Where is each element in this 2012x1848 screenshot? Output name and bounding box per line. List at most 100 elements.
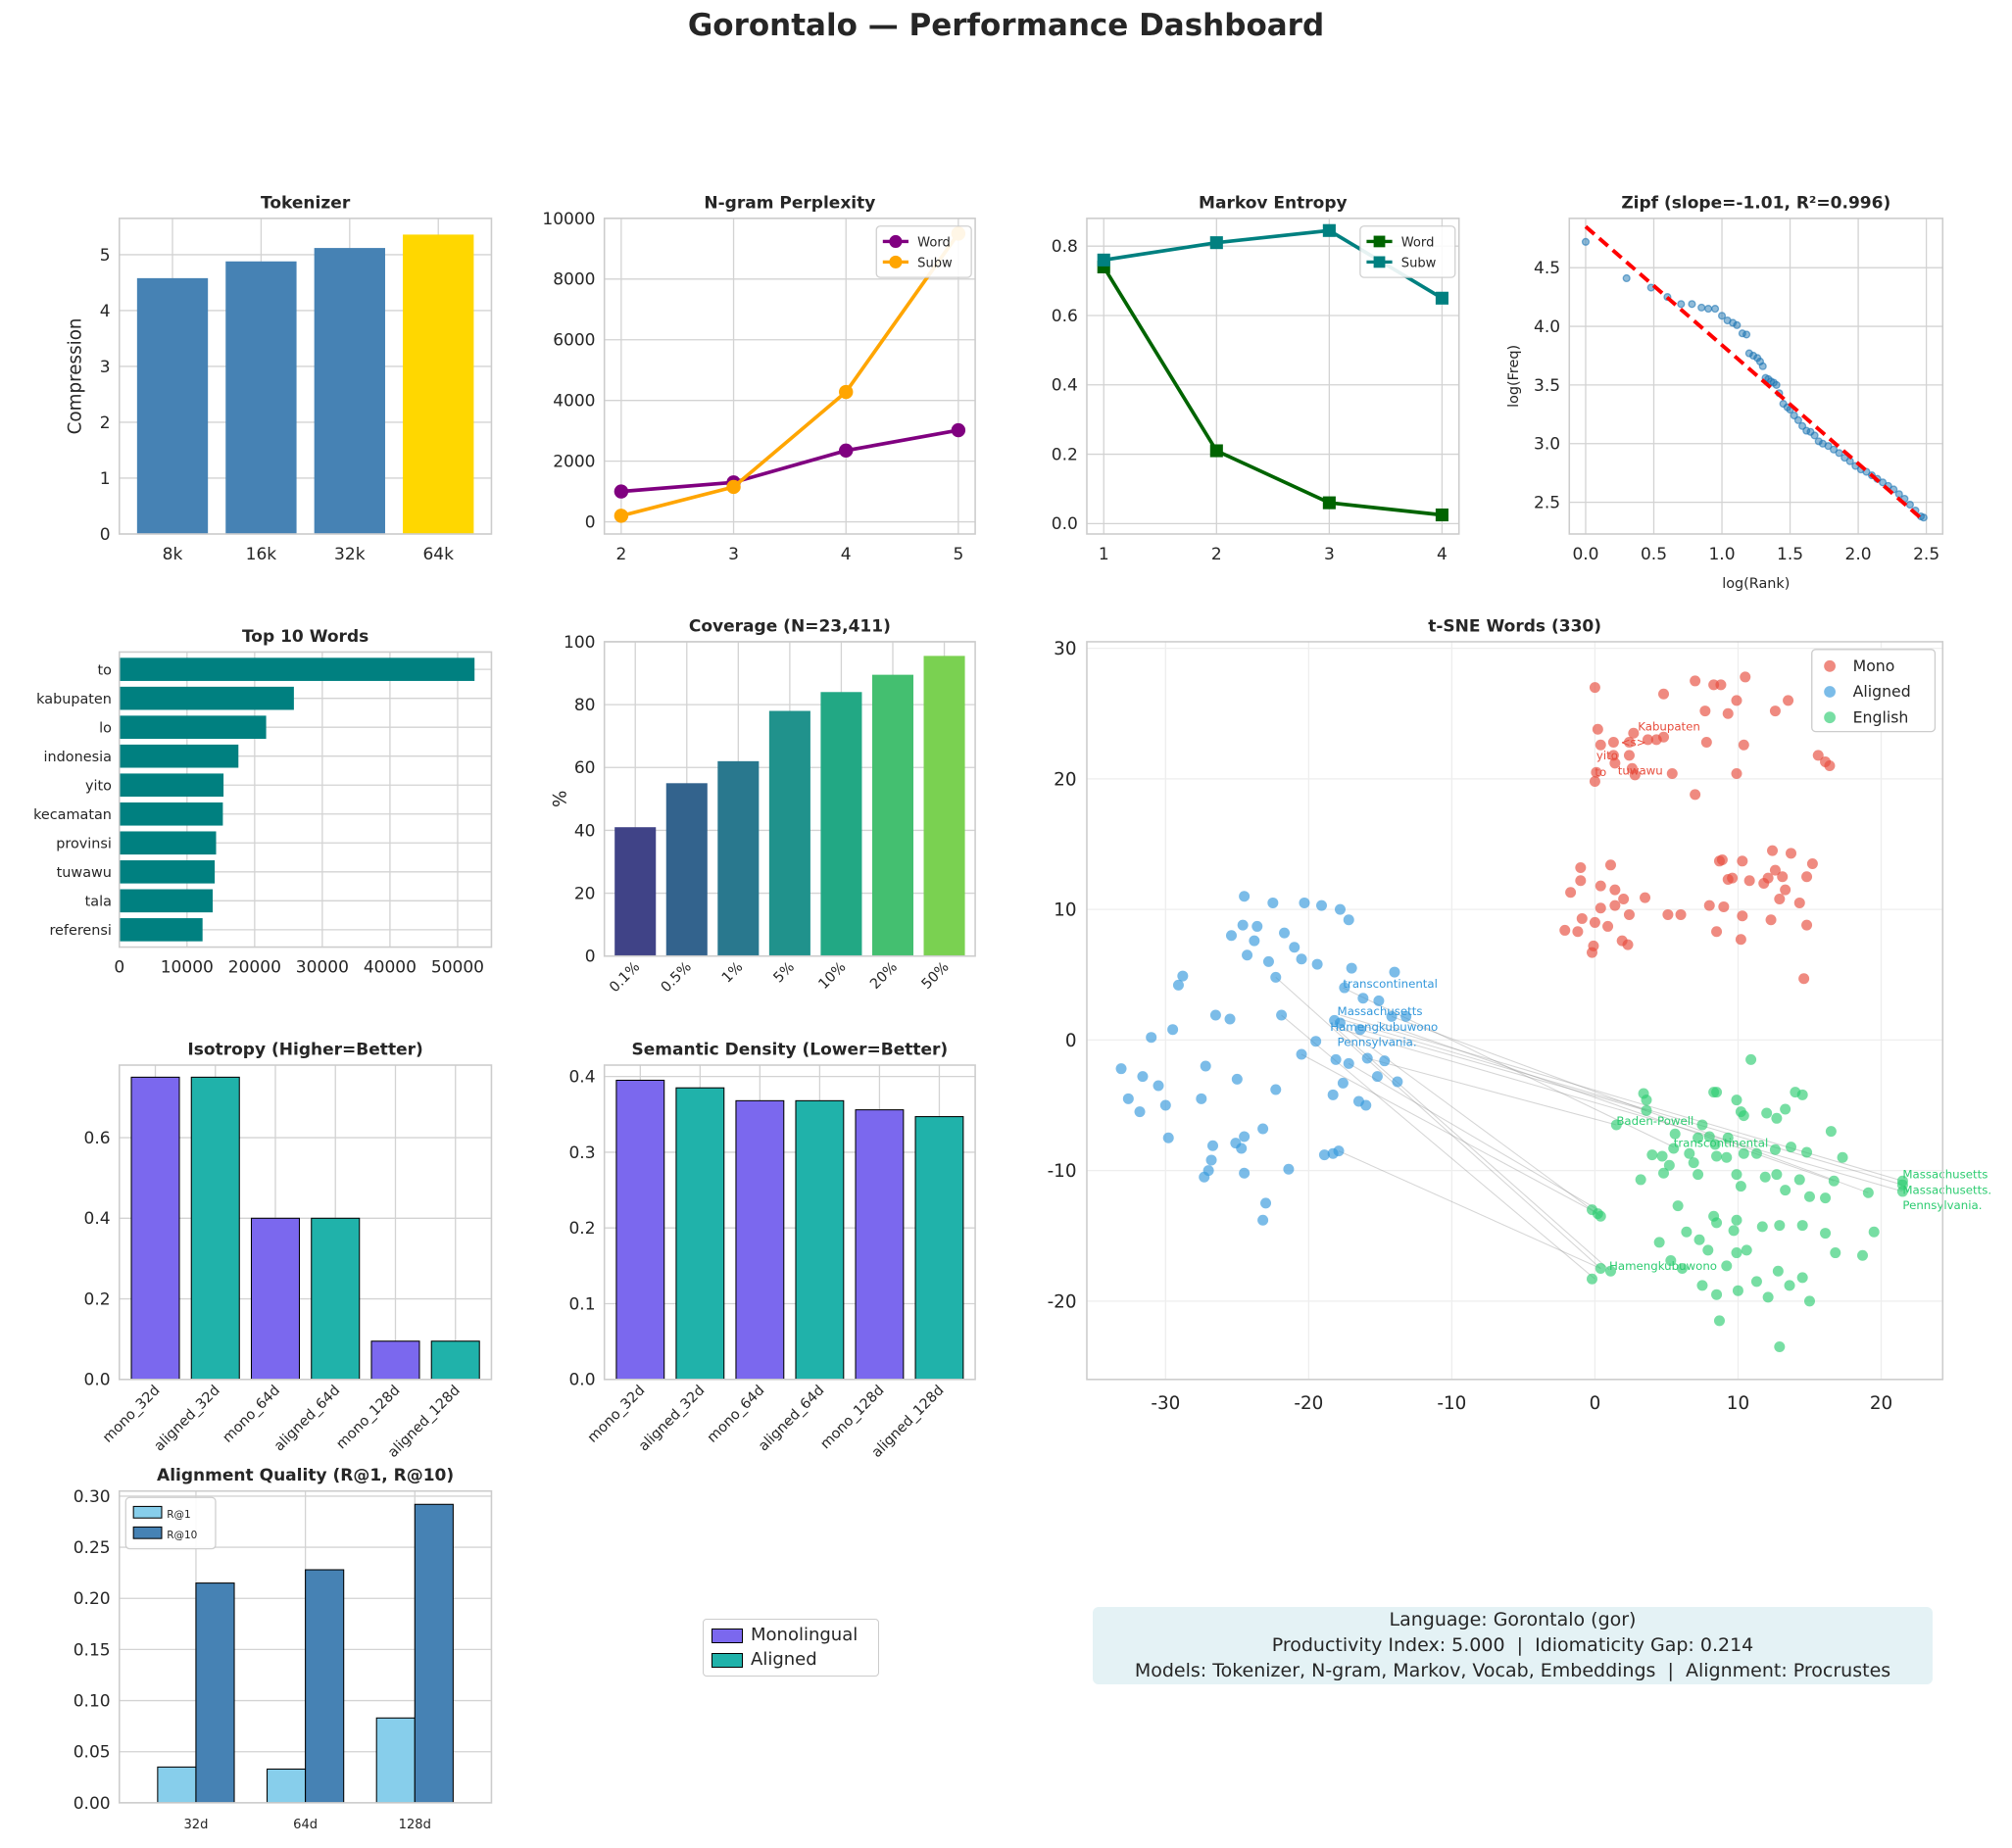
tsne-point-english: [1803, 1191, 1815, 1202]
tsne-point-mono: [1727, 872, 1739, 884]
y-tick-label: 0.4: [84, 1209, 111, 1229]
point-label: transcontinental: [1674, 1137, 1769, 1150]
tsne-point-english: [1785, 1142, 1796, 1153]
tsne-point-aligned: [1115, 1063, 1127, 1075]
tsne-point-aligned: [1200, 1060, 1211, 1072]
tsne-point-english: [1711, 1150, 1723, 1162]
marker-point: [951, 422, 966, 438]
tsne-point-mono: [1699, 705, 1711, 717]
axes-frame: [118, 1064, 493, 1381]
tsne-point-mono: [1737, 910, 1748, 922]
tsne-point-english: [1780, 1185, 1791, 1196]
x-tick-label: 40000: [364, 958, 417, 978]
tsne-point-aligned: [1379, 1055, 1391, 1067]
tsne-point-mono: [1658, 688, 1670, 700]
legend-label: Mono: [1853, 657, 1895, 675]
tsne-point-english: [1857, 1249, 1869, 1261]
marker-point: [1322, 496, 1336, 510]
y-tick-label: 0: [100, 525, 111, 545]
x-tick-label: 0.5%: [659, 959, 695, 996]
y-tick-label: 0.0: [84, 1371, 111, 1390]
x-tick-label: 50%: [919, 959, 953, 993]
tsne-point-english: [1828, 1175, 1840, 1187]
tsne-point-aligned: [1296, 1048, 1307, 1060]
bar: [370, 1340, 420, 1381]
tsne-point-aligned: [1330, 1053, 1342, 1065]
tsne-point-english: [1722, 1132, 1734, 1143]
tsne-point-english: [1693, 1234, 1705, 1245]
y-tick-label: 10: [1054, 900, 1076, 921]
tsne-point-aligned: [1289, 942, 1300, 953]
bar: [403, 234, 474, 534]
tsne-point-mono: [1777, 871, 1789, 883]
tsne-point-mono: [1629, 769, 1641, 781]
zipf-point: [1793, 415, 1802, 424]
tsne-point-english: [1750, 1276, 1762, 1288]
y-tick-label: 2: [100, 413, 111, 433]
shared-legend: Monolingual Aligned: [703, 1619, 879, 1677]
tsne-point-aligned: [1343, 914, 1354, 926]
marker-point: [726, 479, 741, 495]
tsne-point-aligned: [1392, 1076, 1403, 1088]
tsne-point-mono: [1824, 760, 1836, 772]
tsne-point-mono: [1737, 855, 1748, 867]
tsne-point-english: [1820, 1228, 1832, 1240]
tsne-point-mono: [1743, 875, 1755, 887]
legend-swatch: [132, 1505, 163, 1519]
legend-label: Aligned: [751, 1649, 817, 1670]
tsne-point-english: [1728, 1225, 1740, 1237]
y-tick-label: 0.30: [74, 1487, 111, 1507]
bar: [119, 744, 239, 768]
x-tick-label: 2.0: [1845, 545, 1872, 564]
alignment-link: [1348, 1062, 1598, 1211]
tsne-point-english: [1688, 1157, 1699, 1169]
y-tick-label: 0.6: [84, 1129, 111, 1148]
y-tick-label: tuwawu: [57, 865, 112, 881]
tsne-point-english: [1610, 1119, 1622, 1131]
tsne-point-aligned: [1249, 935, 1260, 947]
alignment-link: [1337, 1027, 1903, 1192]
y-tick-label: 3.0: [1534, 435, 1560, 455]
tsne-point-aligned: [1172, 979, 1184, 991]
chart-title: Coverage (N=23,411): [689, 616, 891, 636]
tsne-point-aligned: [1386, 1010, 1398, 1022]
bar: [119, 831, 217, 855]
chart-title: Isotropy (Higher=Better): [187, 1041, 422, 1060]
dashboard-title: Gorontalo — Performance Dashboard: [687, 8, 1325, 43]
x-tick-label: 16k: [246, 545, 277, 564]
info-language: Language: Gorontalo (gor): [1389, 1609, 1637, 1630]
tsne-point-mono: [1609, 757, 1621, 769]
x-tick-label: mono_64d: [220, 1383, 283, 1446]
tsne-point-aligned: [1371, 1071, 1383, 1083]
legend-swatch: [712, 1652, 743, 1668]
alignment-link: [1300, 1053, 1598, 1215]
tsne-point-aligned: [1333, 1145, 1345, 1157]
x-tick-label: 128d: [399, 1818, 431, 1832]
series-line-word: [620, 428, 959, 494]
tsne-point-english: [1771, 1112, 1783, 1124]
y-tick-label: 4.5: [1534, 259, 1560, 278]
x-tick-label: 4: [1437, 545, 1448, 564]
alignment-link: [1377, 1021, 1835, 1182]
tsne-point-aligned: [1346, 962, 1357, 974]
tsne-point-mono: [1623, 750, 1635, 761]
x-tick-label: 4: [841, 545, 852, 564]
bar-R@1: [157, 1766, 197, 1804]
tsne-point-english: [1820, 1192, 1832, 1204]
tsne-point-mono: [1559, 924, 1571, 936]
chart-title: Tokenizer: [261, 193, 351, 213]
axes-frame: [1086, 641, 1944, 1381]
tsne-point-english: [1796, 1272, 1808, 1284]
y-tick-label: 40: [574, 821, 596, 841]
x-tick-label: 20: [1870, 1393, 1892, 1414]
y-tick-label: 0.25: [74, 1538, 111, 1558]
x-tick-label: 0.5: [1641, 545, 1667, 564]
bar-R@10: [305, 1569, 345, 1804]
y-tick-label: 0.0: [568, 1371, 595, 1390]
tsne-point-mono: [1690, 789, 1701, 801]
tsne-point-english: [1868, 1226, 1880, 1238]
point-label: yito: [1596, 749, 1618, 762]
tsne-point-mono: [1690, 675, 1701, 687]
chart-top_words: Top 10 Words 0 10000 20000 30000 40000 50000 to…: [33, 627, 493, 978]
tsne-point-mono: [1769, 705, 1781, 717]
